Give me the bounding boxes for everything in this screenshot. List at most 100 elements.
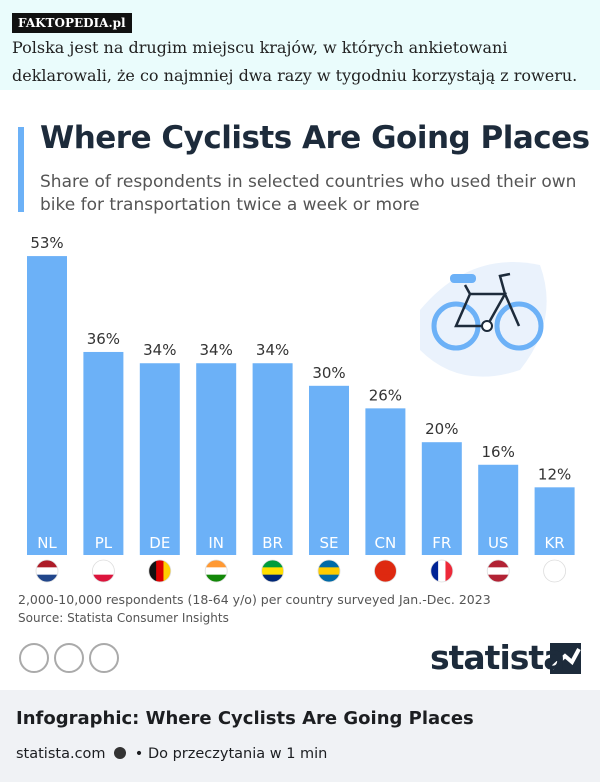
- flag-stripe: [374, 567, 397, 576]
- bar: [534, 487, 575, 555]
- flag-stripe: [318, 560, 340, 568]
- flag-stripe: [205, 567, 228, 576]
- chart-note: 2,000-10,000 respondents (18-64 y/o) per…: [18, 592, 491, 607]
- flag-stripe: [543, 574, 566, 582]
- flag-stripe: [438, 560, 446, 582]
- read-time: Do przeczytania w 1 min: [147, 746, 328, 762]
- bar: [365, 408, 406, 555]
- brand-badge[interactable]: FAKTOPEDIA.pl: [12, 13, 132, 33]
- flag-outline: [261, 559, 285, 583]
- bar: [309, 385, 349, 555]
- chart-title: Where Cyclists Are Going Places: [40, 120, 590, 156]
- bar: [83, 351, 124, 555]
- bar: [27, 256, 67, 555]
- flag-outline: [373, 559, 397, 583]
- flag-stripe: [163, 560, 171, 582]
- flag-stripe: [487, 567, 510, 576]
- license-icons: [19, 643, 119, 673]
- category-label: NL: [37, 534, 57, 552]
- preview-meta: statista.com • Do przeczytania w 1 min: [16, 746, 327, 762]
- chart-source: Source: Statista Consumer Insights: [18, 611, 229, 625]
- value-label: 36%: [87, 330, 120, 348]
- flag: [261, 560, 284, 582]
- flag-stripe: [318, 574, 340, 582]
- flag-stripe: [543, 567, 566, 576]
- chart: 53% NL 36% PL 34% DE 34% IN 34% BR 30% SE 26% CN 20% FR…: [18, 127, 581, 674]
- value-label: 53%: [30, 234, 63, 252]
- preview-title[interactable]: Infographic: Where Cyclists Are Going Pl…: [16, 708, 474, 729]
- flag-stripe: [36, 560, 58, 568]
- flag: [36, 560, 58, 582]
- category-label: DE: [149, 534, 170, 552]
- flag-stripe: [148, 560, 157, 582]
- value-label: 34%: [200, 341, 233, 359]
- value-label: 12%: [538, 465, 571, 483]
- value-label: 16%: [482, 443, 515, 461]
- flag-stripe: [36, 567, 58, 576]
- category-label: US: [488, 534, 509, 552]
- flag: [92, 560, 115, 582]
- separator: •: [134, 746, 144, 762]
- value-label: 30%: [312, 364, 345, 382]
- value-label: 34%: [256, 341, 289, 359]
- bar: [139, 363, 180, 555]
- category-label: PL: [95, 534, 113, 552]
- statista-mark: [550, 643, 581, 674]
- flag-stripe: [374, 560, 397, 568]
- link-preview[interactable]: [0, 690, 600, 782]
- flag: [543, 560, 566, 582]
- category-label: FR: [432, 534, 451, 552]
- bar: [252, 363, 293, 555]
- flag-stripe: [261, 574, 284, 582]
- preview-site: statista.com: [16, 746, 106, 762]
- category-label: KR: [544, 534, 564, 552]
- flag-stripe: [374, 574, 397, 582]
- flag-stripe: [156, 560, 164, 582]
- flag-stripe: [487, 560, 510, 568]
- globe-icon: [114, 747, 127, 759]
- flag: [318, 560, 340, 582]
- category-label: CN: [375, 534, 397, 552]
- flag-stripe: [430, 560, 439, 582]
- flag-outline: [486, 559, 510, 583]
- flag-outline: [204, 559, 228, 583]
- flag-stripe: [92, 560, 115, 568]
- bar: [196, 363, 237, 555]
- bar: [421, 442, 462, 555]
- flag-stripe: [543, 560, 566, 568]
- flag-stripe: [36, 574, 58, 582]
- flag-stripe: [92, 567, 115, 576]
- flag-outline: [543, 559, 566, 583]
- flag-stripe: [487, 574, 510, 582]
- category-label: SE: [320, 534, 339, 552]
- statista-logo: statista: [430, 638, 565, 677]
- flag-outline: [35, 559, 59, 583]
- chart-subtitle: Share of respondents in selected countri…: [40, 172, 577, 215]
- category-label: IN: [208, 534, 224, 552]
- flag-stripe: [205, 560, 228, 568]
- bike-icon: [420, 262, 547, 377]
- category-label: BR: [262, 534, 283, 552]
- flag-stripe: [205, 574, 228, 582]
- flag-stripe: [261, 560, 284, 568]
- flag: [374, 560, 397, 582]
- flag-stripe: [318, 567, 340, 576]
- flag-outline: [148, 559, 172, 583]
- flag: [205, 560, 228, 582]
- flag: [487, 560, 510, 582]
- flag-outline: [317, 559, 341, 583]
- value-label: 20%: [425, 420, 458, 438]
- value-label: 26%: [369, 386, 402, 404]
- bar: [478, 464, 519, 555]
- value-label: 34%: [143, 341, 176, 359]
- flag-stripe: [445, 560, 453, 582]
- flag: [148, 560, 171, 582]
- flag-stripe: [92, 574, 115, 582]
- title-accent: [18, 127, 24, 212]
- flag-outline: [92, 559, 115, 583]
- flag: [430, 560, 453, 582]
- flag-stripe: [261, 567, 284, 576]
- flag-outline: [430, 559, 454, 583]
- caption: Polska jest na drugim miejscu krajów, w …: [12, 38, 578, 85]
